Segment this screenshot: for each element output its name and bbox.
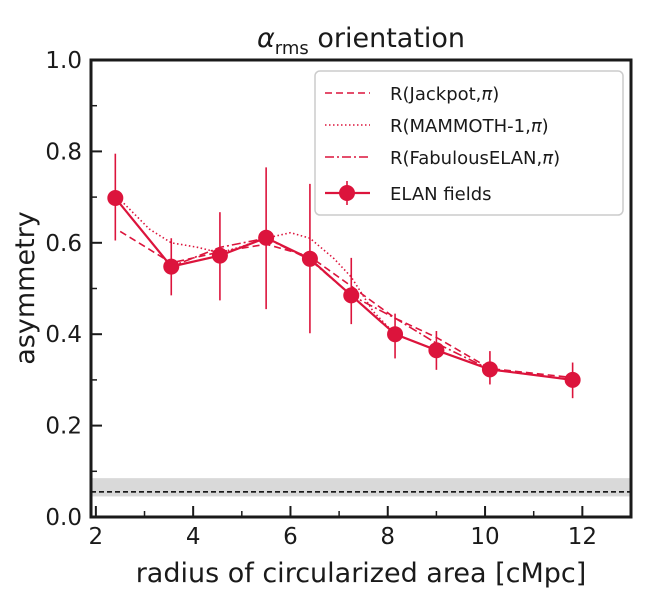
y-tick-label: 0.0 bbox=[45, 505, 82, 531]
x-tick-label: 6 bbox=[283, 524, 298, 550]
series-line-3 bbox=[114, 194, 573, 381]
x-tick-label: 12 bbox=[568, 524, 597, 550]
y-tick-label: 0.4 bbox=[45, 322, 82, 348]
series-line-4 bbox=[114, 197, 573, 381]
title-rest: orientation bbox=[309, 23, 465, 54]
legend-label: R(Jackpot,π) bbox=[390, 84, 499, 105]
legend-label: R(FabulousELAN,π) bbox=[390, 148, 560, 169]
legend-entry-4: ELAN fields bbox=[325, 181, 492, 205]
y-tick-label: 0.8 bbox=[45, 139, 82, 165]
title-symbol: α bbox=[257, 23, 275, 54]
data-point bbox=[387, 326, 404, 343]
series-layer bbox=[107, 153, 581, 399]
legend: R(Jackpot,π) R(MAMMOTH-1,π) R(FabulousELAN… bbox=[314, 70, 624, 216]
x-tick-label: 4 bbox=[186, 524, 201, 550]
reference-band-layer bbox=[91, 478, 631, 497]
legend-entries: R(Jackpot,π) R(MAMMOTH-1,π) R(FabulousELAN… bbox=[325, 84, 560, 205]
title-subscript: rms bbox=[275, 38, 309, 59]
x-tick-label: 8 bbox=[380, 524, 395, 550]
plot-frame bbox=[89, 58, 633, 519]
legend-entry-2: R(MAMMOTH-1,π) bbox=[325, 116, 549, 137]
x-tick-label: 10 bbox=[470, 524, 499, 550]
x-tick-label: 2 bbox=[89, 524, 104, 550]
legend-box bbox=[314, 70, 624, 216]
legend-marker bbox=[339, 185, 355, 201]
y-tick-label: 1.0 bbox=[45, 48, 82, 74]
legend-entry-1: R(Jackpot,π) bbox=[325, 84, 499, 105]
y-tick-label: 0.6 bbox=[45, 231, 82, 257]
y-axis-label: asymmetry bbox=[10, 211, 41, 364]
reference-band bbox=[91, 478, 631, 497]
data-point bbox=[428, 342, 445, 359]
data-point bbox=[211, 247, 228, 264]
series-line-2 bbox=[119, 230, 573, 379]
x-axis-label: radius of circularized area [cMpc] bbox=[136, 558, 587, 589]
legend-label: ELAN fields bbox=[390, 184, 492, 205]
chart-title: αrms orientation bbox=[257, 23, 465, 59]
legend-entry-3: R(FabulousELAN,π) bbox=[325, 148, 560, 169]
series-line-1 bbox=[114, 197, 573, 381]
data-point bbox=[564, 371, 581, 388]
legend-label: R(MAMMOTH-1,π) bbox=[390, 116, 549, 137]
y-tick-label: 0.2 bbox=[45, 414, 82, 440]
